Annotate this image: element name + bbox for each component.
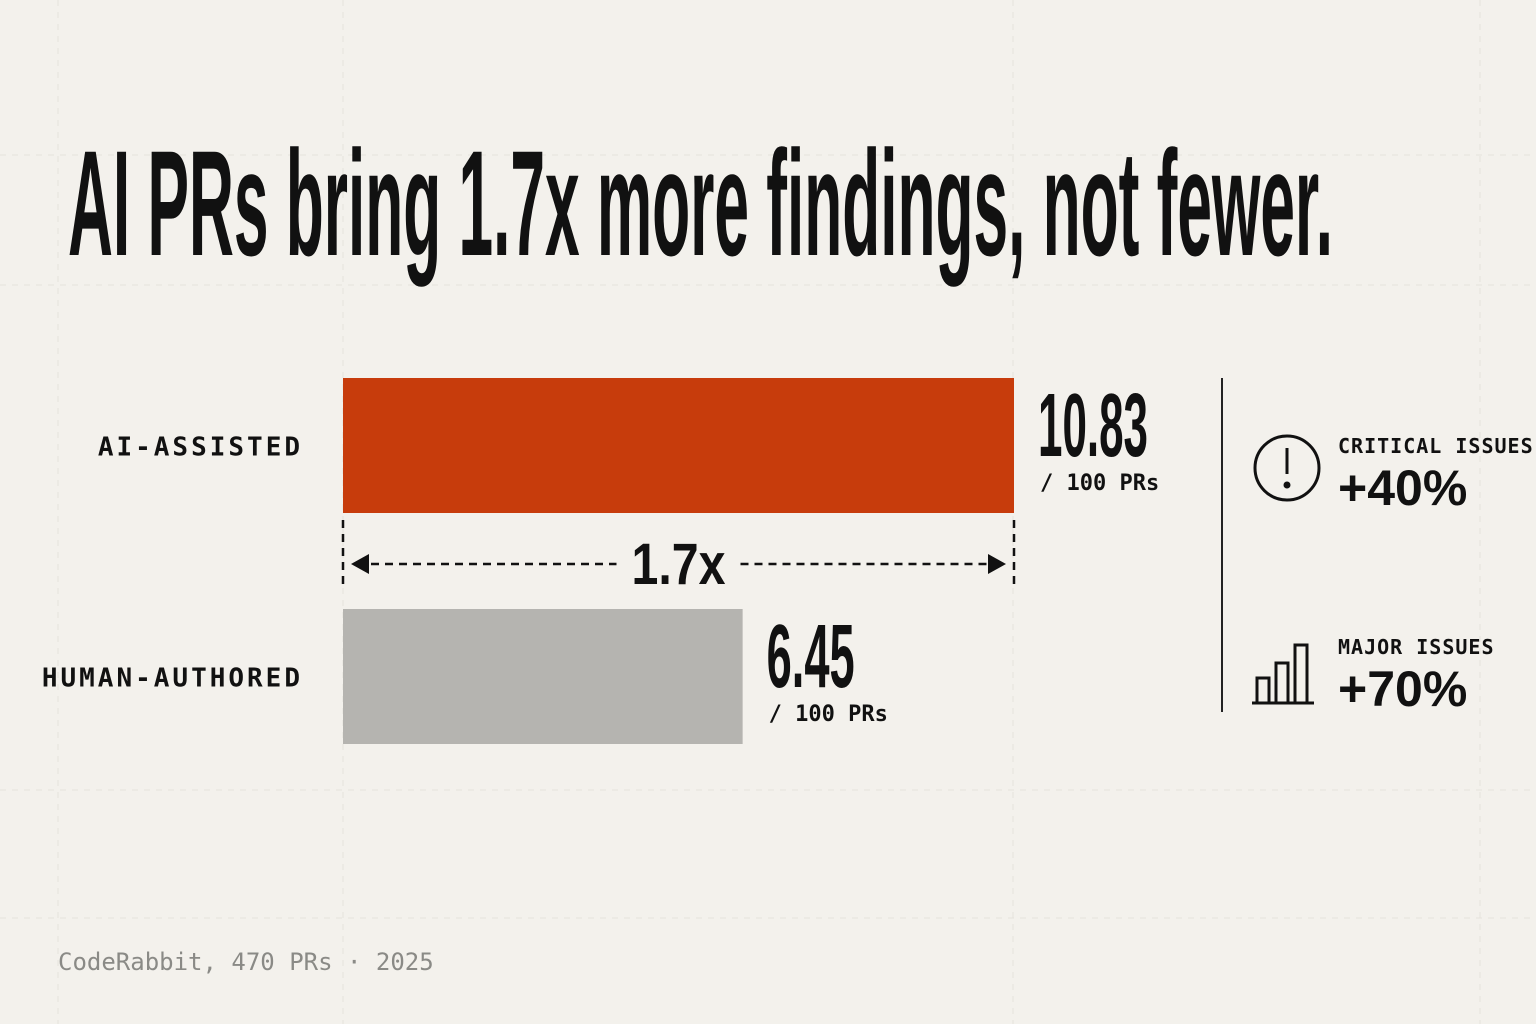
value-label: 10.83 bbox=[1038, 376, 1148, 476]
critical-icon bbox=[1253, 434, 1321, 502]
major-icon bbox=[1252, 643, 1314, 705]
category-label: AI-ASSISTED bbox=[98, 433, 303, 463]
value-label: 6.45 bbox=[767, 607, 855, 707]
callout-value: +70% bbox=[1338, 661, 1467, 717]
callout-value: +40% bbox=[1338, 460, 1467, 516]
bar bbox=[343, 378, 1014, 513]
arrowhead bbox=[988, 554, 1006, 574]
source: CodeRabbit, 470 PRs · 2025 bbox=[58, 948, 434, 976]
value-unit: / 100 PRs bbox=[1040, 471, 1159, 496]
callout-label: MAJOR ISSUES bbox=[1338, 635, 1495, 659]
callout-label: CRITICAL ISSUES bbox=[1338, 434, 1534, 458]
category-label: HUMAN-AUTHORED bbox=[42, 664, 303, 694]
arrowhead bbox=[351, 554, 369, 574]
bar bbox=[343, 609, 743, 744]
chart-title: AI PRs bring 1.7x more findings, not few… bbox=[68, 119, 1333, 287]
ratio-annotation: 1.7x bbox=[632, 532, 726, 597]
value-unit: / 100 PRs bbox=[769, 702, 888, 727]
